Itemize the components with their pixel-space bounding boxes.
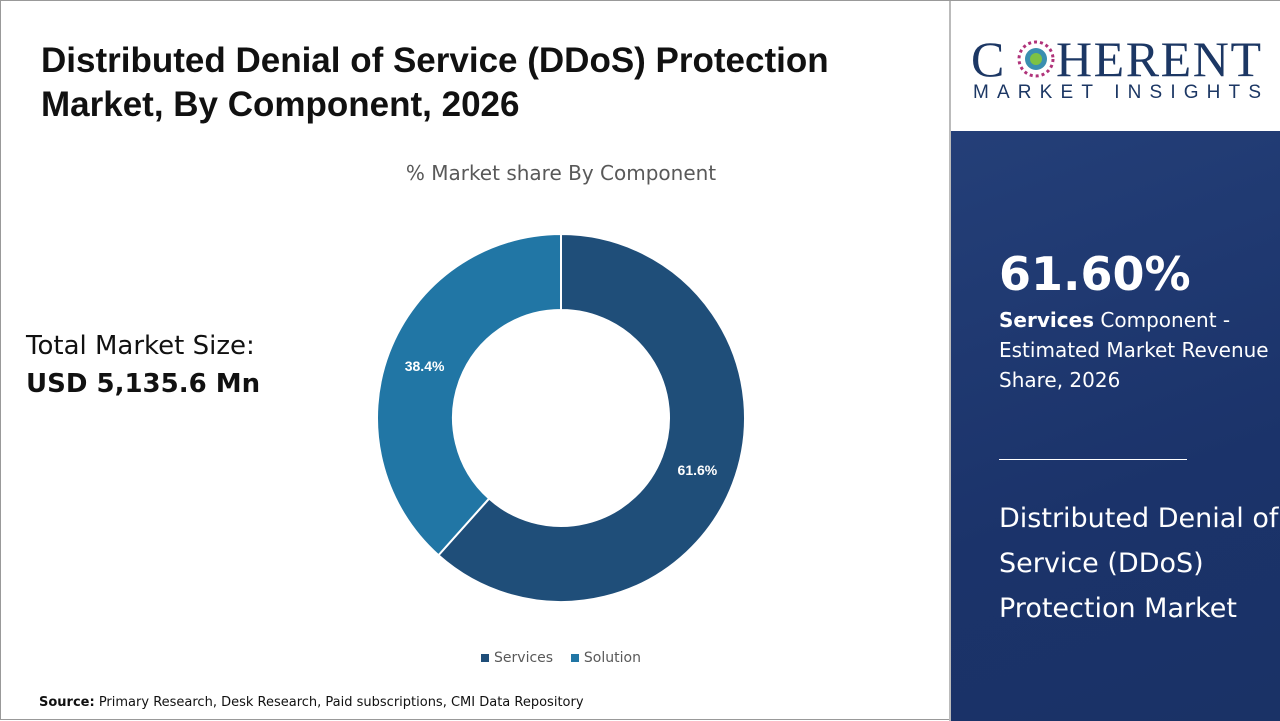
logo-graphic: C HERENT MARKET INSIGHTS — [971, 31, 1261, 103]
legend-item-solution: Solution — [570, 650, 641, 666]
total-label: Total Market Size: — [26, 331, 255, 361]
source-text: Primary Research, Desk Research, Paid su… — [94, 695, 584, 710]
chart-title: % Market share By Component — [405, 161, 717, 185]
legend-swatch — [481, 654, 490, 662]
highlight-value: 61.60% — [999, 247, 1191, 301]
company-logo: C HERENT MARKET INSIGHTS — [951, 1, 1280, 131]
legend-swatch — [570, 654, 579, 662]
legend-label: Services — [494, 650, 554, 666]
svg-text:HERENT: HERENT — [1056, 31, 1261, 87]
legend-label: Solution — [583, 650, 641, 666]
page-title: Distributed Denial of Service (DDoS) Pro… — [41, 41, 829, 124]
legend-item-services: Services — [481, 650, 553, 666]
data-label: 38.4% — [405, 358, 445, 374]
source-note: Source: Primary Research, Desk Research,… — [39, 695, 584, 710]
market-name: Distributed Denial of Service (DDoS) Pro… — [999, 503, 1279, 624]
total-value: USD 5,135.6 Mn — [26, 369, 261, 399]
source-label: Source: — [39, 695, 95, 710]
side-panel: C HERENT MARKET INSIGHTS 61.60% Services… — [949, 1, 1280, 721]
data-label: 61.6% — [678, 462, 718, 478]
donut-chart: 61.6% 38.4% — [376, 232, 746, 603]
total-market-size: Total Market Size: USD 5,135.6 Mn — [26, 327, 260, 403]
slice-solution — [376, 232, 562, 557]
slice-services — [437, 232, 746, 603]
divider — [999, 459, 1187, 460]
highlight-panel: 61.60% Services Component - Estimated Ma… — [951, 131, 1280, 721]
highlight-segment: Services — [999, 308, 1095, 332]
highlight-text: Component - Estimated Market Revenue Sha… — [999, 308, 1269, 392]
svg-text:C: C — [971, 31, 1004, 87]
globe-dots-icon — [1017, 40, 1055, 78]
legend: Services Solution — [361, 650, 761, 666]
svg-text:MARKET INSIGHTS: MARKET INSIGHTS — [973, 82, 1261, 103]
highlight-description: Services Component - Estimated Market Re… — [999, 305, 1280, 395]
